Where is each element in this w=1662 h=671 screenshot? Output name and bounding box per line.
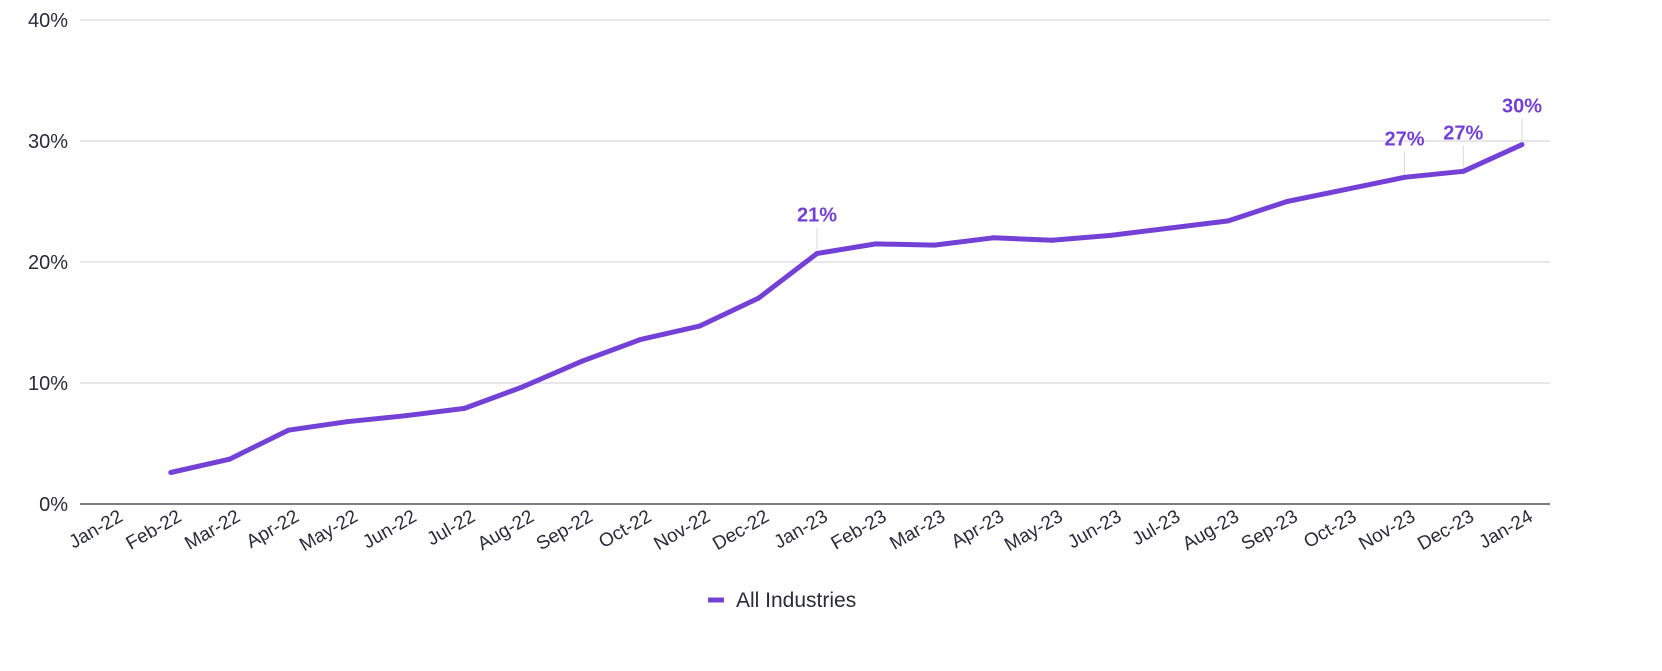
x-tick-label: Nov-22: [650, 506, 714, 555]
x-tick-label: Jan-22: [66, 506, 127, 553]
x-tick-label: Mar-23: [886, 506, 949, 554]
data-point: [403, 413, 409, 419]
x-tick-label: Aug-22: [474, 506, 538, 555]
data-label: 27%: [1443, 122, 1483, 144]
legend: All Industries: [708, 589, 856, 612]
data-point: [285, 427, 291, 433]
data-point: [932, 242, 937, 248]
series-layer: [168, 142, 1525, 476]
x-tick-label: Apr-22: [243, 506, 303, 553]
data-point: [1460, 168, 1466, 174]
x-tick-label: Oct-22: [595, 506, 655, 553]
x-tick-label: May-23: [1001, 506, 1066, 556]
data-label: 21%: [797, 205, 837, 227]
gridlines: [80, 19, 1550, 505]
data-point: [1049, 237, 1055, 243]
y-tick-label: 40%: [28, 10, 68, 32]
x-tick-label: Jan-23: [771, 506, 832, 553]
data-point: [1108, 232, 1114, 238]
data-label: 30%: [1502, 96, 1542, 118]
y-tick-label: 0%: [39, 494, 68, 516]
data-point: [697, 323, 702, 329]
data-point: [168, 470, 174, 476]
data-point: [990, 235, 996, 241]
data-point: [520, 384, 526, 390]
data-label: 27%: [1384, 128, 1424, 150]
data-point: [1402, 174, 1407, 180]
data-point: [579, 358, 585, 364]
x-tick-label: May-22: [296, 506, 361, 556]
x-tick-label: Mar-22: [181, 506, 244, 554]
x-tick-label: Feb-22: [123, 506, 186, 554]
x-tick-label: Dec-22: [709, 506, 773, 555]
y-axis-ticks: 0% 10% 20% 30% 40%: [28, 10, 68, 516]
x-tick-label: Jun-23: [1064, 506, 1125, 553]
x-tick-label: Jun-22: [359, 506, 420, 553]
x-tick-label: Sep-23: [1238, 506, 1302, 555]
data-point: [1225, 218, 1231, 224]
x-tick-label: Apr-23: [948, 506, 1008, 553]
x-tick-label: Feb-23: [828, 506, 891, 554]
y-tick-label: 30%: [28, 131, 68, 153]
data-point: [1284, 199, 1290, 204]
data-point: [1343, 186, 1349, 192]
x-tick-label: Sep-22: [533, 506, 597, 555]
data-point: [462, 405, 467, 411]
data-point: [227, 456, 232, 462]
data-point: [344, 419, 350, 425]
data-point: [638, 336, 644, 342]
legend-label: All Industries: [736, 589, 856, 612]
y-tick-label: 20%: [28, 252, 68, 274]
data-point: [1519, 142, 1525, 148]
data-point: [755, 295, 761, 301]
x-tick-label: Aug-23: [1179, 506, 1243, 555]
x-tick-label: Jul-22: [424, 506, 479, 550]
data-point: [873, 241, 879, 247]
data-point: [1167, 225, 1172, 231]
data-point: [814, 251, 820, 257]
y-tick-label: 10%: [28, 373, 68, 395]
series-line: [170, 142, 1524, 475]
data-labels: 21% 27% 27% 30%: [797, 96, 1542, 250]
x-tick-label: Jul-23: [1129, 506, 1184, 550]
x-tick-label: Nov-23: [1355, 506, 1419, 555]
x-tick-label: Oct-23: [1300, 506, 1360, 553]
x-tick-label: Jan-24: [1476, 506, 1537, 553]
x-tick-label: Dec-23: [1414, 506, 1478, 555]
